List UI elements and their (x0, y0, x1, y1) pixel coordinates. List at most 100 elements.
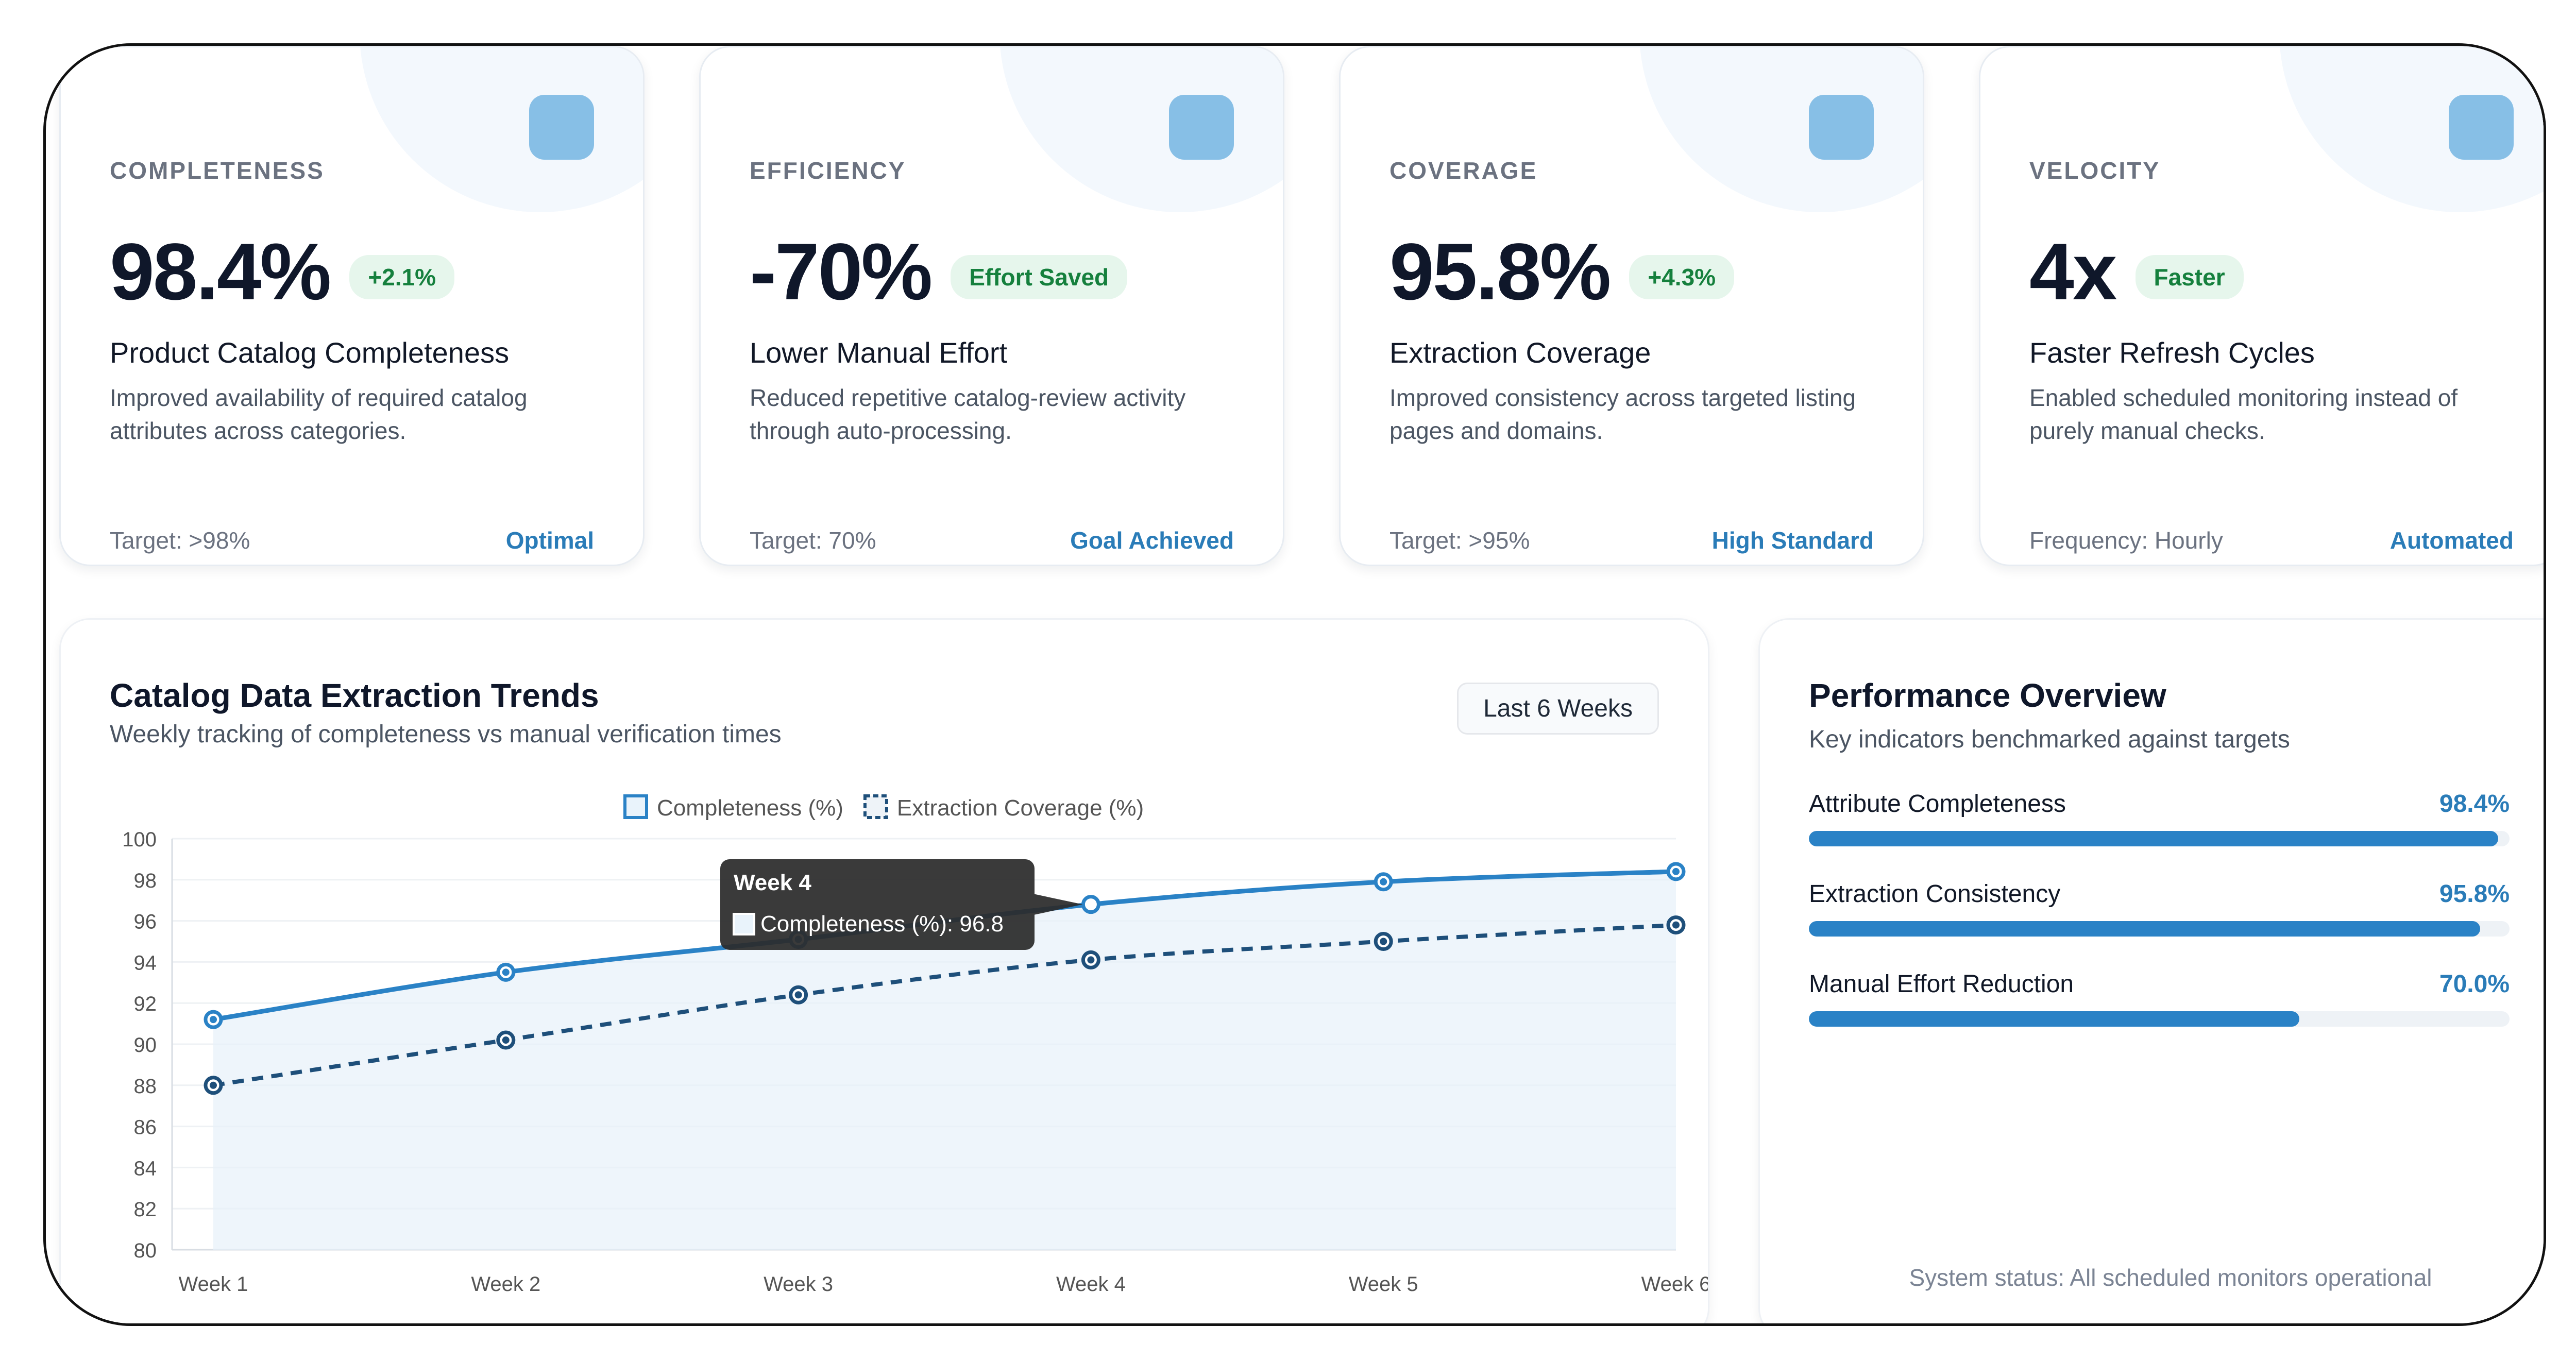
card-decoration (360, 47, 643, 212)
kpi-value-row: -70% Effort Saved (750, 232, 1128, 312)
y-tick-label: 98 (134, 870, 157, 892)
efficiency-icon (1169, 95, 1234, 160)
tooltip-text: Completeness (%): 96.8 (760, 911, 1004, 937)
system-status: System status: All scheduled monitors op… (1909, 1264, 2432, 1291)
progress-fill (1809, 831, 2499, 846)
data-point-core (1087, 956, 1095, 964)
kpi-status: Automated (2389, 527, 2514, 554)
kpi-value: 4x (2029, 227, 2117, 317)
kpi-target: Target: 70% (750, 527, 876, 554)
y-tick-label: 80 (134, 1239, 157, 1262)
progress-fill (1809, 1011, 2299, 1027)
x-tick-label: Week 6 (1641, 1273, 1709, 1296)
data-point-core (1672, 921, 1680, 929)
progress-fill (1809, 921, 2480, 937)
kpi-value: 95.8% (1389, 227, 1611, 317)
card-decoration (999, 47, 1283, 212)
legend-swatch (623, 794, 648, 819)
kpi-card-efficiency: EFFICIENCY -70% Effort Saved Lower Manua… (699, 46, 1284, 566)
performance-panel: Performance Overview Key indicators benc… (1758, 618, 2544, 1323)
dashboard-canvas: COMPLETENESS 98.4% +2.1% Product Catalog… (46, 46, 2544, 1326)
trends-subtitle: Weekly tracking of completeness vs manua… (110, 721, 782, 748)
kpi-badge: +4.3% (1629, 255, 1735, 299)
kpi-label: EFFICIENCY (750, 157, 906, 184)
y-tick-label: 86 (134, 1116, 157, 1139)
x-tick-label: Week 3 (764, 1273, 833, 1296)
data-point-core (210, 1081, 217, 1089)
velocity-icon (2449, 95, 2514, 160)
kpi-value: 98.4% (110, 227, 331, 317)
trends-line-chart[interactable]: 100 98 96 94 92 90 88 86 84 82 80 Week 1 Week 2 Week … (61, 620, 1709, 1326)
kpi-badge: +2.1% (349, 255, 455, 299)
kpi-description: Reduced repetitive catalog-review activi… (750, 384, 1186, 444)
data-point-core (1380, 938, 1387, 945)
series-area-fill (213, 871, 1676, 1250)
kpi-badge: Faster (2135, 255, 2244, 299)
x-tick-label: Week 5 (1349, 1273, 1418, 1296)
data-point-core (1672, 867, 1680, 875)
y-tick-label: 96 (134, 911, 157, 933)
kpi-title: Product Catalog Completeness (110, 336, 510, 369)
progress-track (1809, 831, 2510, 846)
performance-subtitle: Key indicators benchmarked against targe… (1809, 726, 2290, 753)
legend-label: Completeness (%) (657, 795, 843, 821)
tooltip-title: Week 4 (734, 870, 811, 895)
y-tick-label: 82 (134, 1198, 157, 1221)
legend-swatch (863, 794, 888, 819)
data-point-core (502, 968, 510, 976)
kpi-label: COMPLETENESS (110, 157, 325, 184)
kpi-value-row: 4x Faster (2029, 232, 2244, 312)
kpi-label: VELOCITY (2029, 157, 2161, 184)
progress-track (1809, 1011, 2510, 1027)
y-tick-label: 88 (134, 1075, 157, 1098)
tooltip-box (720, 859, 1035, 950)
series-line (213, 923, 1676, 1087)
card-decoration (1639, 47, 1923, 212)
kpi-status: Goal Achieved (1070, 527, 1234, 554)
y-tick-label: 84 (134, 1157, 157, 1180)
progress-track (1809, 921, 2510, 937)
y-tick-label: 94 (134, 951, 157, 974)
x-tick-label: Week 1 (179, 1273, 248, 1296)
data-point (1081, 895, 1100, 914)
data-point-core (502, 1036, 510, 1044)
metric-value: 95.8% (2439, 880, 2510, 908)
dashboard-frame: COMPLETENESS 98.4% +2.1% Product Catalog… (43, 43, 2546, 1326)
kpi-value-row: 95.8% +4.3% (1389, 227, 1735, 317)
kpi-title: Faster Refresh Cycles (2029, 336, 2315, 369)
kpi-status: Optimal (505, 527, 594, 554)
kpi-status: High Standard (1711, 527, 1874, 554)
legend-label: Extraction Coverage (%) (897, 795, 1144, 821)
kpi-card-coverage: COVERAGE 95.8% +4.3% Extraction Coverage… (1339, 46, 1924, 566)
kpi-target: Target: >95% (1389, 527, 1530, 554)
kpi-title: Lower Manual Effort (750, 336, 1008, 369)
kpi-description: Improved availability of required catalo… (110, 384, 528, 444)
tooltip-arrow (1035, 894, 1083, 915)
kpi-description: Improved consistency across targeted lis… (1389, 384, 1856, 444)
kpi-target: Frequency: Hourly (2029, 527, 2223, 554)
metric-value: 98.4% (2439, 790, 2510, 818)
date-range-button[interactable]: Last 6 Weeks (1457, 683, 1659, 735)
metric-name: Extraction Consistency (1809, 880, 2061, 908)
data-point-core (794, 991, 802, 999)
kpi-value-row: 98.4% +2.1% (110, 227, 455, 317)
kpi-label: COVERAGE (1389, 157, 1538, 184)
metric-value: 70.0% (2439, 971, 2510, 998)
trends-panel: Catalog Data Extraction Trends Weekly tr… (59, 618, 1709, 1326)
y-tick-label: 92 (134, 993, 157, 1015)
data-point-core (1380, 878, 1387, 886)
data-point-core (210, 1016, 217, 1024)
tooltip-swatch (733, 913, 755, 935)
y-tick-label: 100 (122, 828, 157, 851)
kpi-title: Extraction Coverage (1389, 336, 1651, 369)
kpi-card-velocity: VELOCITY 4x Faster Faster Refresh Cycles… (1979, 46, 2544, 566)
y-tick-label: 90 (134, 1034, 157, 1057)
completeness-icon (529, 95, 594, 160)
metric-name: Attribute Completeness (1809, 790, 2066, 818)
x-tick-label: Week 2 (471, 1273, 540, 1296)
kpi-card-completeness: COMPLETENESS 98.4% +2.1% Product Catalog… (59, 46, 645, 566)
metric-name: Manual Effort Reduction (1809, 971, 2074, 998)
kpi-description: Enabled scheduled monitoring instead of … (2029, 384, 2458, 444)
x-tick-label: Week 4 (1056, 1273, 1126, 1296)
trends-title: Catalog Data Extraction Trends (110, 677, 599, 714)
